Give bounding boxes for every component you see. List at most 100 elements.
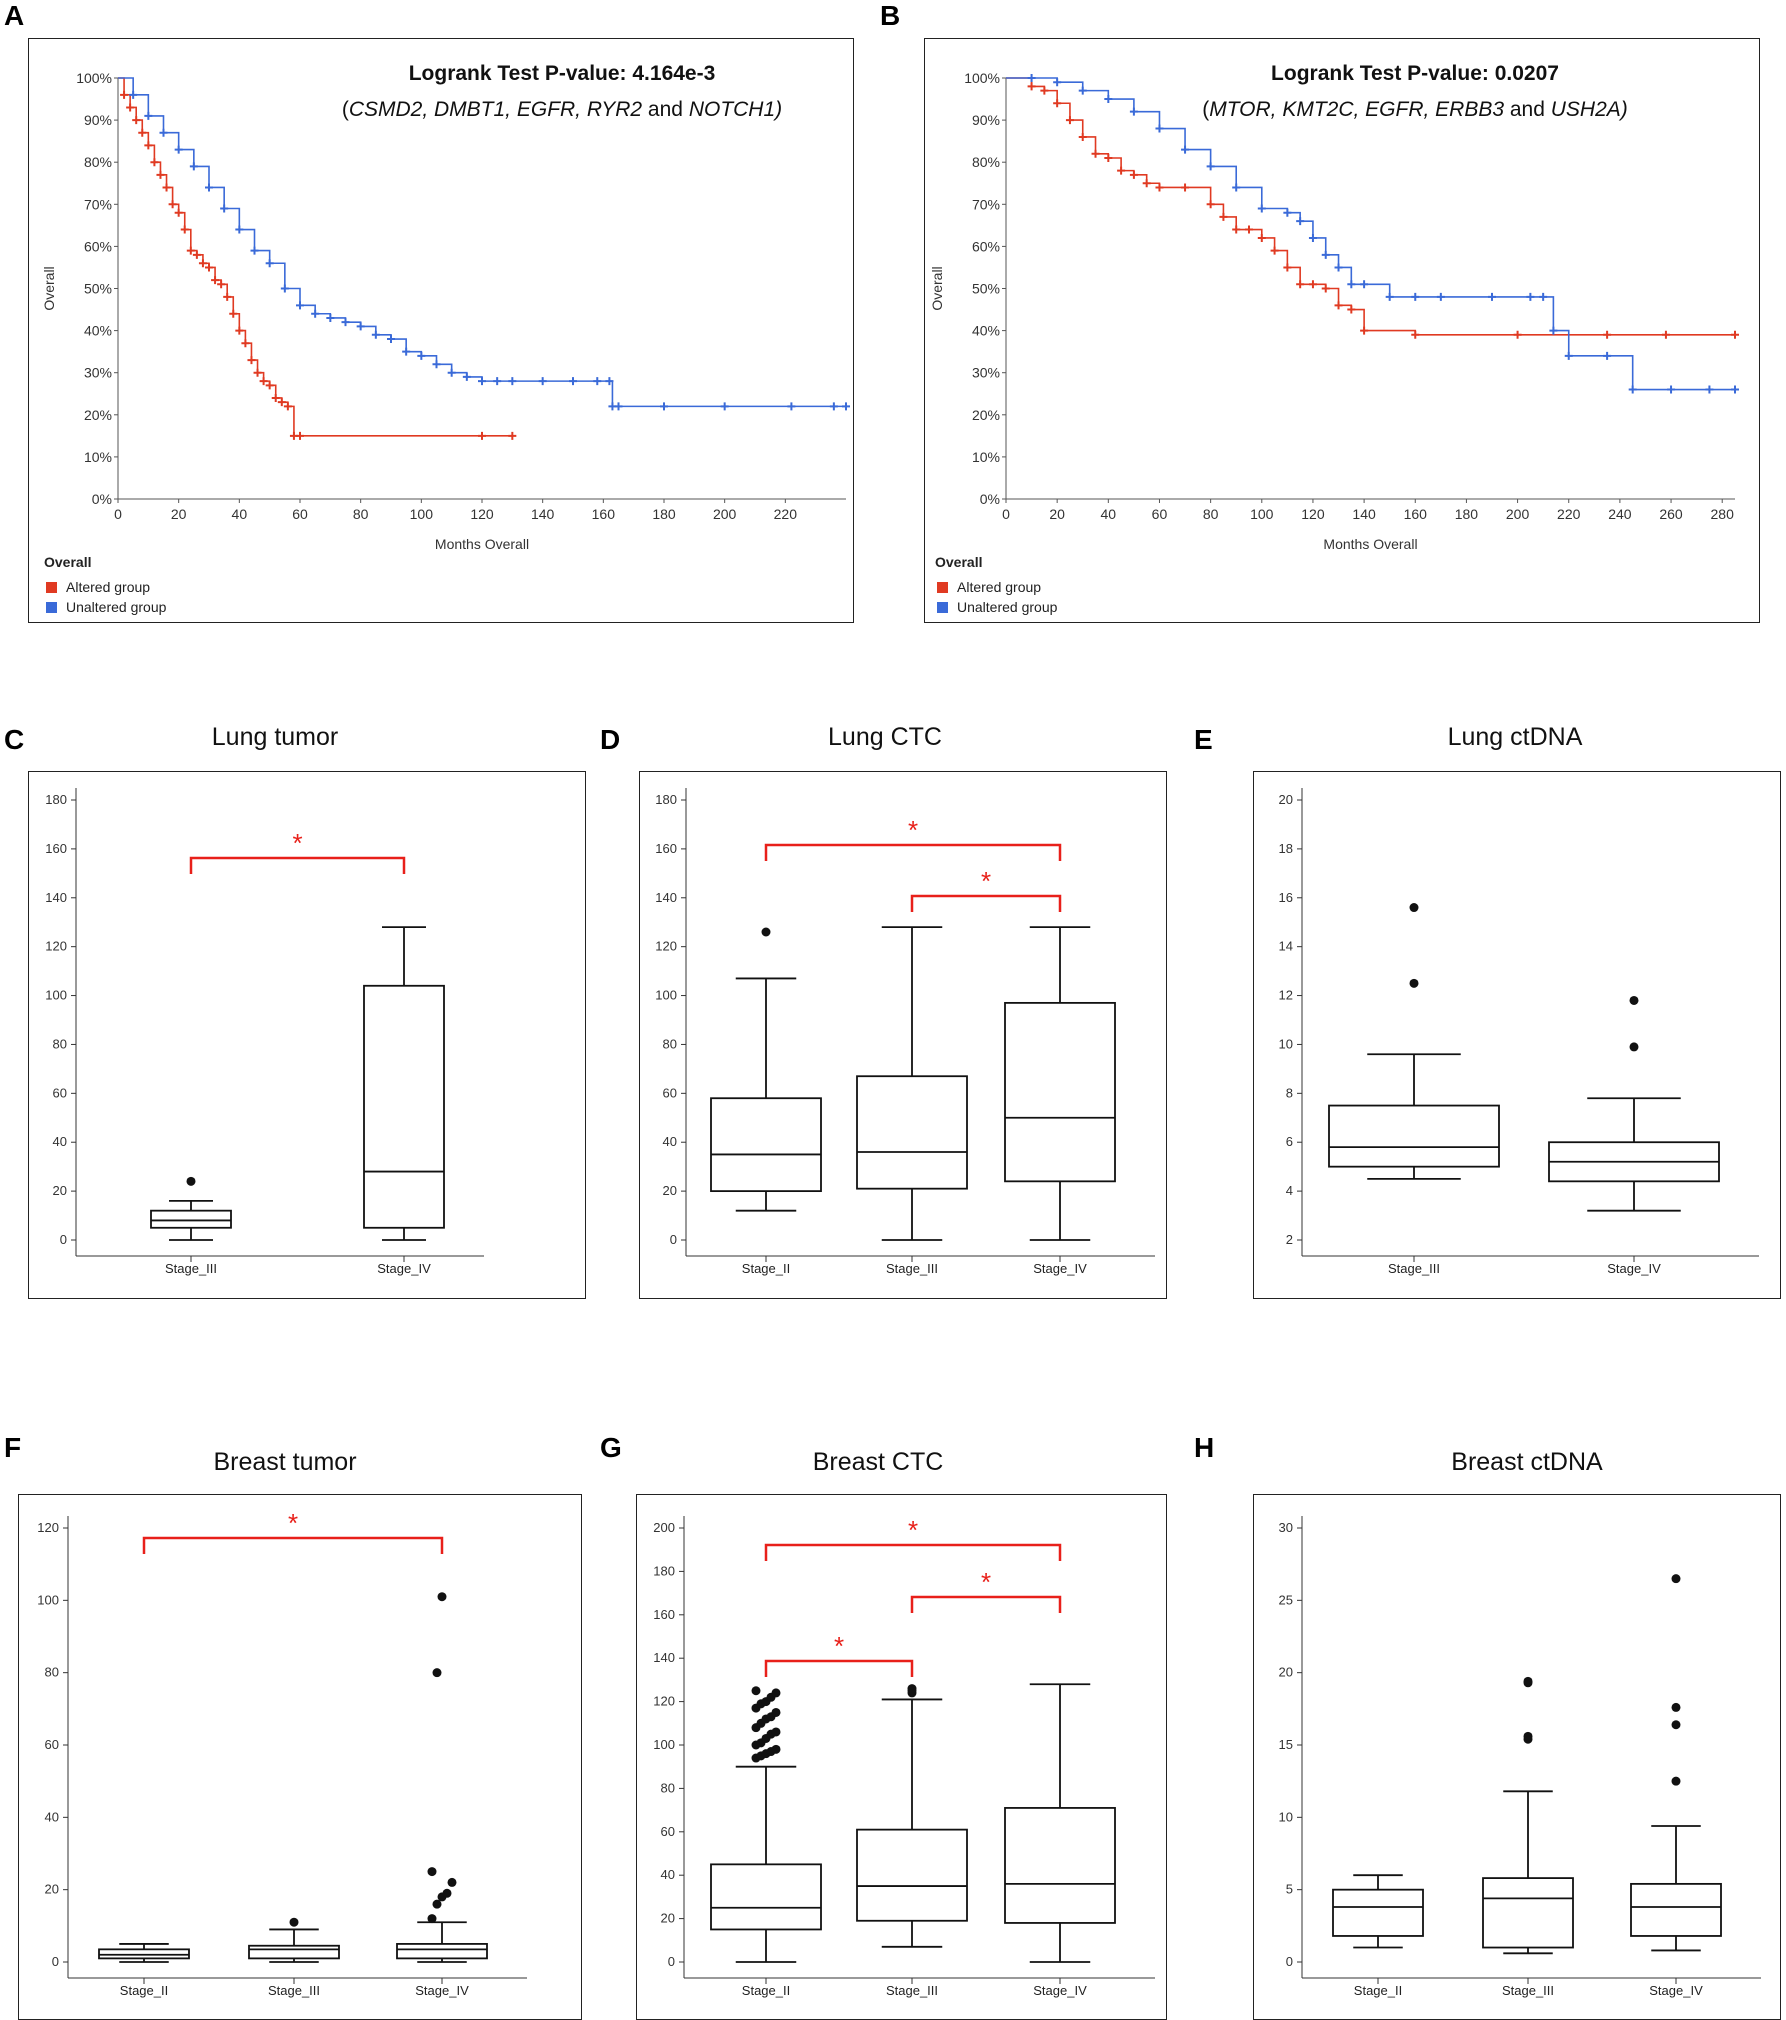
censor-mark [1539,292,1548,301]
censor-mark [229,309,238,318]
x-tick-label: 180 [652,506,676,522]
km-title: Logrank Test P-value: 4.164e-3 [409,62,716,85]
x-tick-label: 280 [1711,506,1735,522]
y-tick-label: 90% [84,112,112,128]
censor-mark [1155,124,1164,133]
censor-mark [1181,145,1190,154]
censor-mark [235,225,244,234]
censor-mark [1232,225,1241,234]
y-tick-label: 0 [668,1954,675,1969]
x-tick-label: 200 [1506,506,1530,522]
y-tick-label: 50% [972,281,1000,297]
y-tick-label: 40 [661,1867,675,1882]
x-tick-label: 220 [774,506,798,522]
y-tick-label: 18 [1279,841,1293,856]
censor-mark [1270,246,1279,255]
outlier-point [1409,978,1419,988]
y-tick-label: 90% [972,112,1000,128]
outlier-point [427,1914,437,1924]
censor-mark [280,284,289,293]
y-tick-label: 60% [972,238,1000,254]
category-label: Stage_II [742,1261,790,1276]
y-tick-label: 120 [655,939,677,954]
survival-line-unaltered [118,77,846,408]
legend-swatch [46,602,57,613]
outlier-point [442,1888,452,1898]
outlier-point [1671,1776,1681,1786]
censor-mark [271,393,280,402]
censor-mark [462,372,471,381]
legend-label: Altered group [957,579,1041,595]
censor-mark [1142,179,1151,188]
censor-mark [1603,351,1612,360]
censor-mark [311,309,320,318]
censor-mark [1155,183,1164,192]
censor-mark [138,128,147,137]
censor-mark [1091,149,1100,158]
censor-mark [1731,330,1739,339]
x-tick-label: 160 [1404,506,1428,522]
y-tick-label: 100 [37,1592,59,1607]
censor-mark [787,402,796,411]
censor-mark [1078,132,1087,141]
legend-label: Unaltered group [957,599,1058,615]
censor-mark [1347,280,1356,289]
y-tick-label: 40 [53,1134,67,1149]
censor-mark [614,402,623,411]
y-tick-label: 10 [1279,1809,1293,1824]
y-tick-label: 25 [1279,1592,1293,1607]
y-tick-label: 2 [1286,1232,1293,1247]
category-label: Stage_III [886,1261,938,1276]
censor-mark [1488,292,1496,301]
category-label: Stage_II [120,1983,168,1998]
censor-mark [1065,116,1074,125]
legend-swatch [46,582,57,593]
censor-mark [1661,330,1670,339]
y-tick-label: 20 [661,1911,675,1926]
outlier-point [1671,1720,1681,1730]
outlier-point [432,1899,442,1909]
category-label: Stage_III [268,1983,320,1998]
x-tick-label: 40 [232,506,248,522]
y-tick-label: 50% [84,281,112,297]
significance-star: * [981,866,991,896]
censor-mark [277,398,286,407]
censor-mark [156,170,165,179]
significance-bracket [142,1536,444,1554]
y-tick-label: 100 [45,988,67,1003]
censor-mark [1411,330,1420,339]
y-tick-label: 6 [1286,1134,1293,1149]
y-tick-label: 0 [52,1954,59,1969]
censor-mark [1283,263,1292,272]
box-iqr [98,1948,190,1960]
y-tick-label: 80 [661,1780,675,1795]
y-tick-label: 20 [663,1183,677,1198]
y-tick-label: 4 [1286,1183,1293,1198]
km-title: Logrank Test P-value: 0.0207 [1271,62,1559,85]
censor-mark [126,103,135,112]
y-tick-label: 10% [972,449,1000,465]
panel-title-e: Lung ctDNA [1447,723,1583,751]
censor-mark [478,431,486,440]
box-iqr [1328,1104,1500,1168]
censor-mark [162,183,171,192]
censor-mark [1308,233,1317,242]
censor-mark [508,431,517,440]
outlier-point [186,1176,196,1186]
category-label: Stage_III [1388,1261,1440,1276]
y-tick-label: 60 [663,1085,677,1100]
outlier-point [1523,1676,1533,1686]
censor-mark [250,246,259,255]
panel-letter-f: F [4,1432,22,1463]
km-gene-list: (CSMD2, DMBT1, EGFR, RYR2 and NOTCH1) [342,98,782,121]
outlier-point [1409,903,1419,913]
censor-mark [1283,208,1292,217]
outlier-point [289,1917,299,1927]
censor-mark [296,431,304,440]
panel-letter-g: G [600,1432,622,1463]
x-tick-label: 260 [1659,506,1683,522]
y-tick-label: 160 [653,1607,675,1622]
y-tick-label: 20% [972,407,1000,423]
